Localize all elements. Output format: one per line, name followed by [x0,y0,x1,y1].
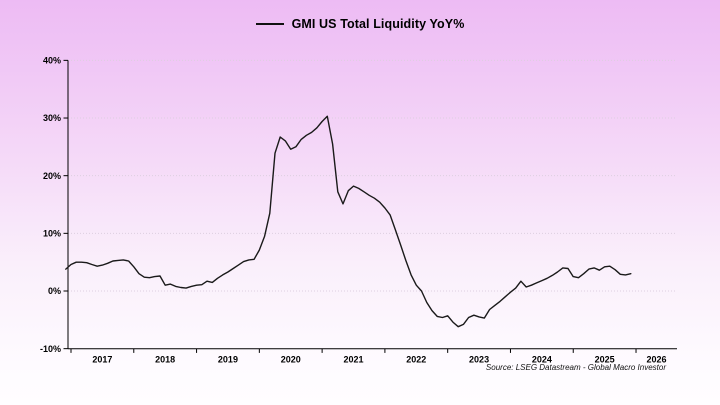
y-axis-label: -10% [40,344,61,354]
source-caption: Source: LSEG Datastream - Global Macro I… [485,363,666,372]
y-axis-label: 30% [43,113,61,123]
x-axis-label: 2021 [343,355,363,365]
chart-title-row: GMI US Total Liquidity YoY% [0,17,720,31]
x-axis-label: 2023 [469,355,489,365]
legend-line-sample [255,23,284,25]
x-axis-label: 2017 [92,355,112,365]
x-axis-label: 2020 [281,355,301,365]
y-axis-label: 0% [48,286,61,296]
x-axis-label: 2018 [155,355,175,365]
y-axis-label: 10% [43,229,61,239]
x-axis-label: 2024 [532,355,552,365]
y-axis-label: 40% [43,56,61,66]
x-axis-label: 2025 [595,355,615,365]
series-line [65,115,632,328]
x-axis-label: 2022 [406,355,426,365]
chart-title: GMI US Total Liquidity YoY% [291,17,465,31]
x-axis-label: 2019 [218,355,238,365]
x-axis-label: 2026 [646,355,666,365]
y-axis-label: 20% [43,171,61,181]
